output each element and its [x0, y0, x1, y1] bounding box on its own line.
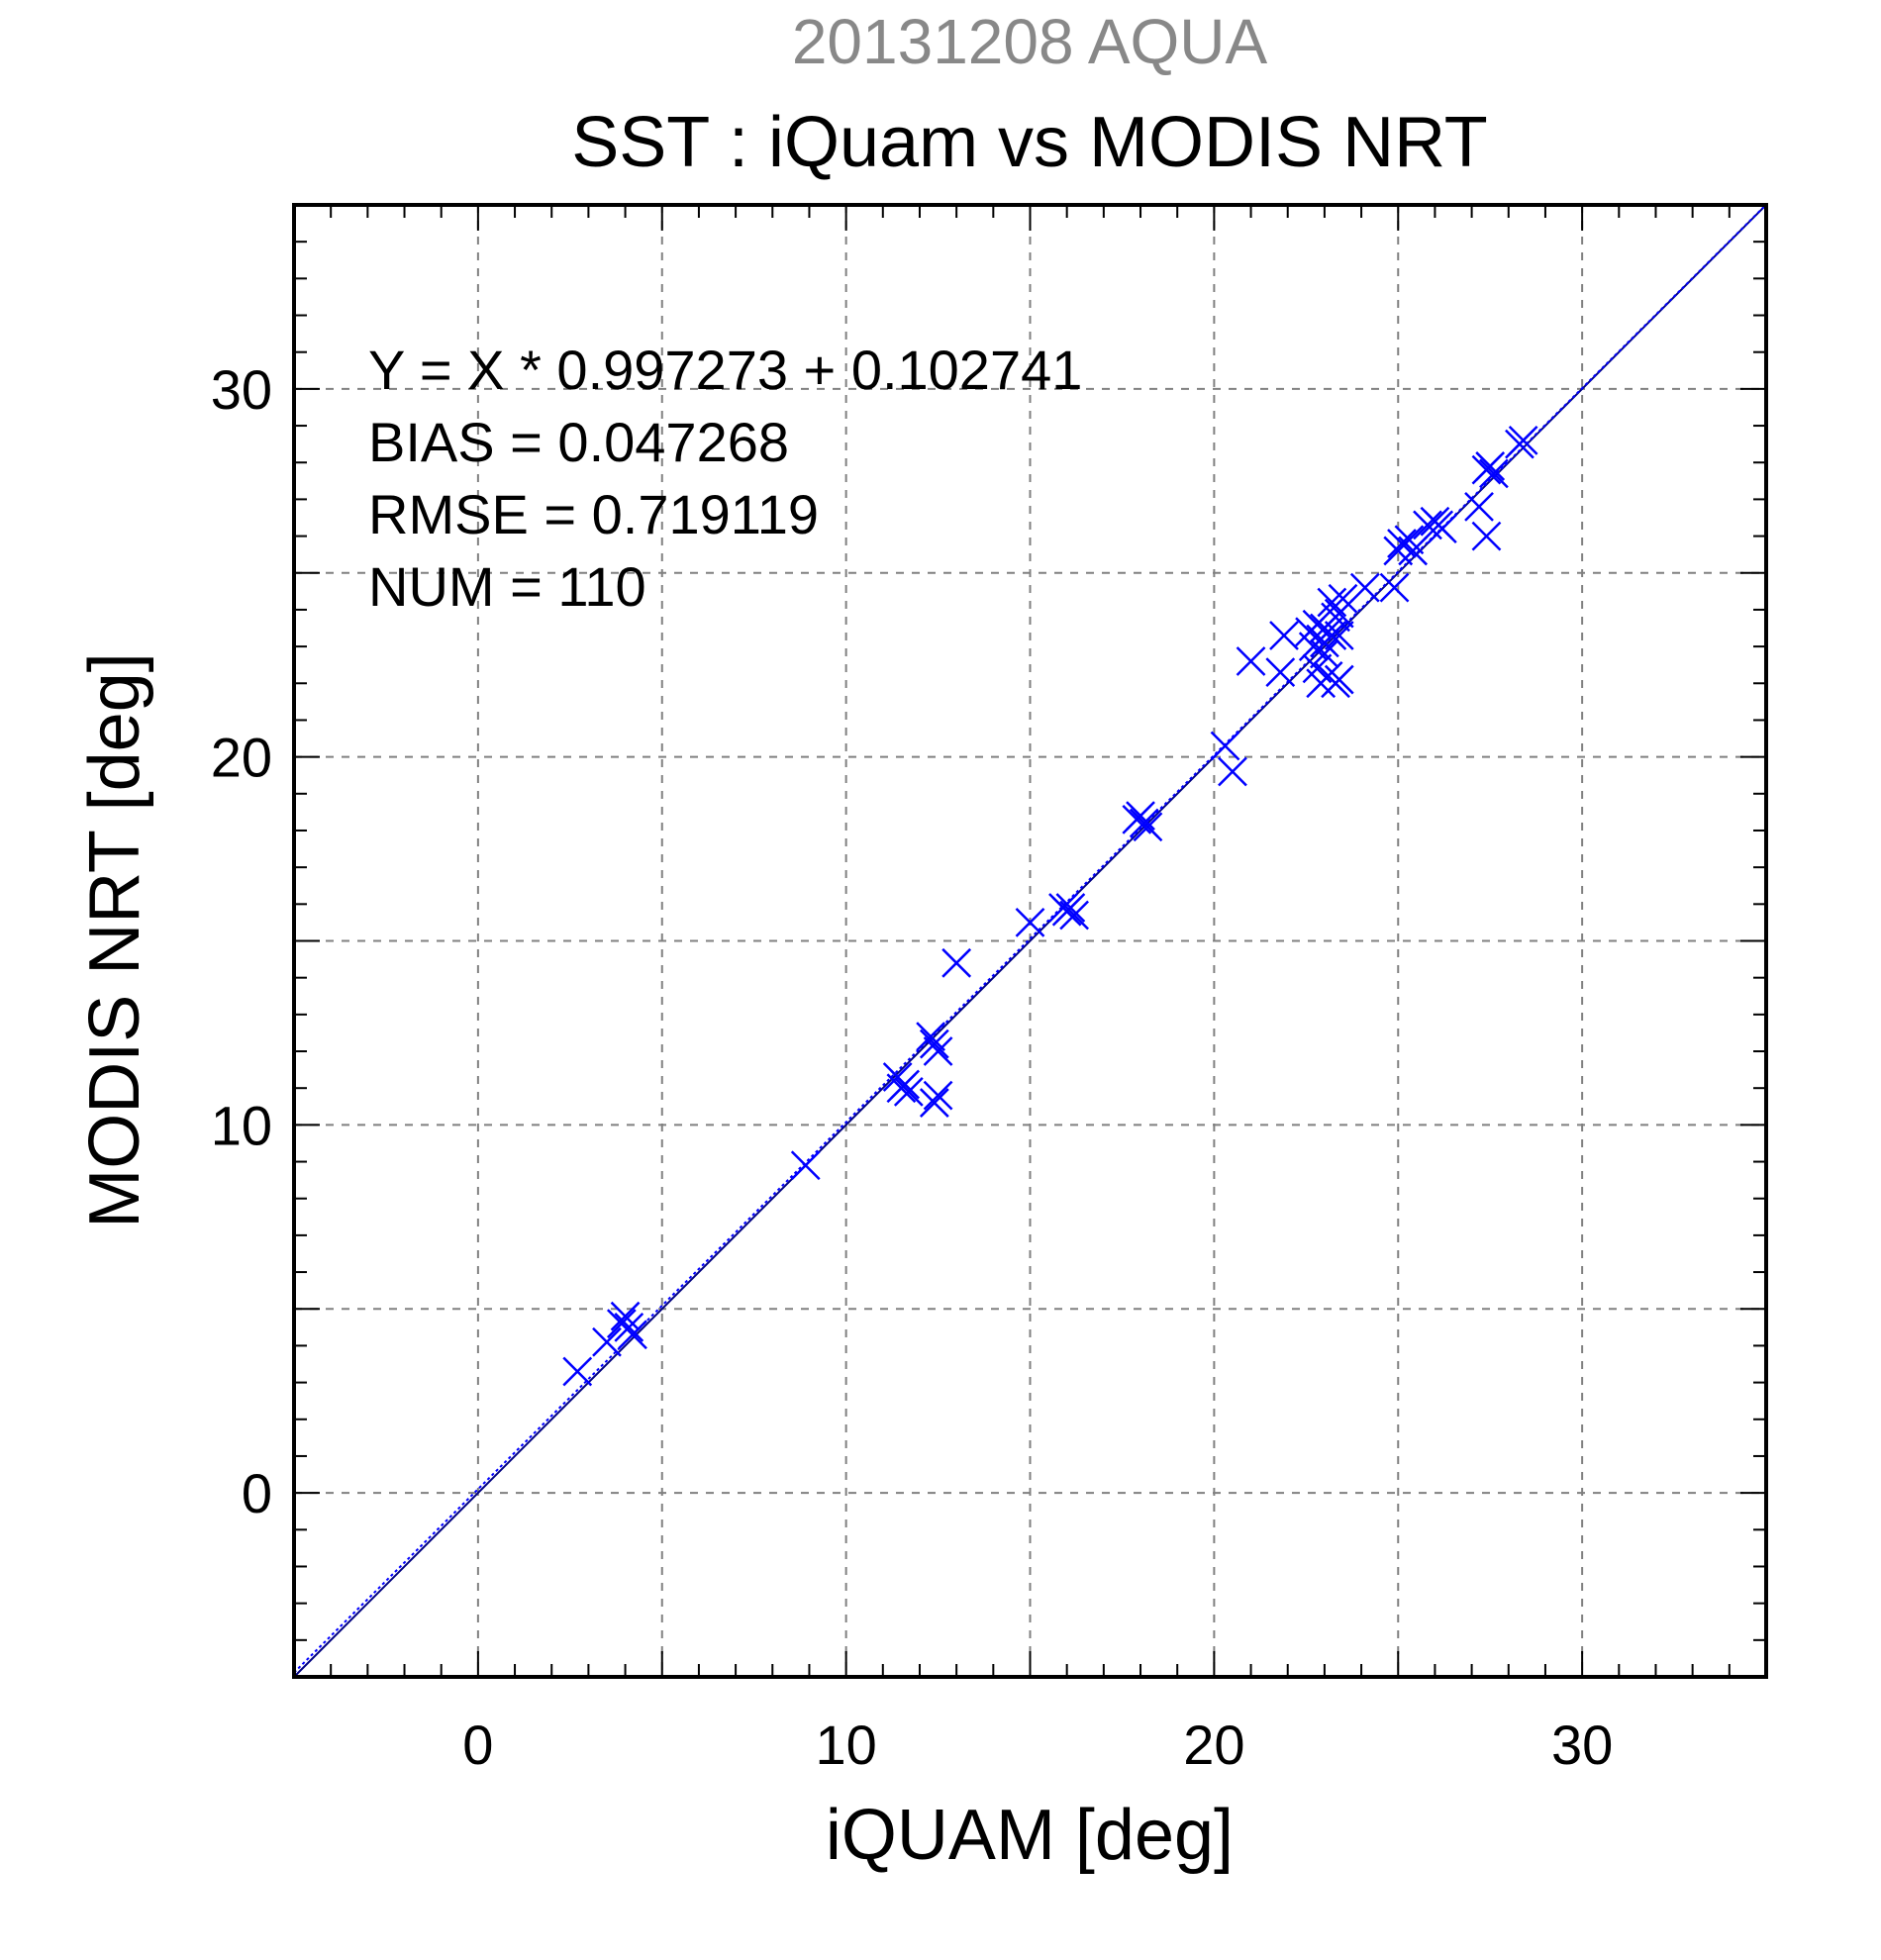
stats-annotation: Y = X * 0.997273 + 0.102741 BIAS = 0.0472…: [368, 339, 1082, 618]
data-point: [890, 1069, 920, 1100]
data-point: [1236, 646, 1266, 676]
x-tick-label: 20: [1183, 1714, 1244, 1776]
data-point: [1324, 598, 1354, 629]
data-point: [941, 947, 972, 978]
data-point: [610, 1301, 641, 1331]
data-point: [1479, 458, 1509, 489]
fit-line-group: [293, 204, 1767, 1678]
data-point: [1427, 514, 1457, 544]
data-point: [916, 1022, 946, 1052]
data-point: [1379, 572, 1410, 603]
data-point: [1218, 756, 1247, 787]
x-axis-label: iQUAM [deg]: [826, 1796, 1234, 1875]
regression-fit-line: [293, 204, 1767, 1674]
grid-lines: [294, 205, 1766, 1677]
data-point: [919, 1029, 949, 1059]
data-point: [1398, 536, 1429, 566]
stats-line: NUM = 110: [368, 555, 646, 618]
chart-title: SST : iQuam vs MODIS NRT: [571, 103, 1488, 182]
data-point: [919, 1088, 949, 1118]
data-point: [1349, 572, 1380, 603]
data-point: [923, 1036, 953, 1066]
chart-super-title: 20131208 AQUA: [792, 6, 1268, 77]
y-tick-label: 0: [242, 1462, 272, 1524]
data-point: [1265, 657, 1296, 688]
y-tick-label: 30: [211, 358, 272, 421]
data-point: [1471, 521, 1502, 551]
axis-ticks: [293, 204, 1767, 1678]
y-tick-label: 10: [211, 1094, 272, 1156]
stats-line: BIAS = 0.047268: [368, 411, 789, 473]
y-axis-label: MODIS NRT [deg]: [75, 652, 154, 1228]
data-point: [1394, 525, 1425, 555]
data-point: [893, 1077, 924, 1107]
data-point: [1475, 451, 1506, 481]
identity-line: [293, 204, 1767, 1678]
y-tick-label: 20: [211, 727, 272, 789]
data-point: [1324, 621, 1354, 650]
tick-labels: 0 10 20 30 0 10 20 30: [211, 358, 1614, 1776]
x-tick-label: 10: [815, 1714, 876, 1776]
data-point: [1324, 664, 1354, 695]
data-point: [1508, 426, 1538, 455]
data-point: [790, 1150, 821, 1181]
data-points: [562, 426, 1538, 1387]
data-point: [1055, 893, 1086, 923]
data-point: [1015, 908, 1045, 937]
plot-frame: [292, 203, 1768, 1679]
stats-line: Y = X * 0.997273 + 0.102741: [368, 339, 1082, 401]
data-point: [1317, 621, 1347, 650]
data-point: [1133, 812, 1163, 842]
data-point: [1059, 900, 1089, 931]
data-point: [614, 1312, 644, 1342]
data-point: [1464, 491, 1494, 522]
stats-line: RMSE = 0.719119: [368, 483, 819, 545]
data-point: [923, 1080, 953, 1111]
data-point: [1269, 621, 1299, 650]
data-point: [1210, 731, 1240, 761]
data-point: [592, 1326, 622, 1357]
x-tick-label: 0: [462, 1714, 493, 1776]
data-point: [618, 1320, 647, 1350]
data-point: [562, 1356, 593, 1387]
x-tick-label: 30: [1551, 1714, 1613, 1776]
